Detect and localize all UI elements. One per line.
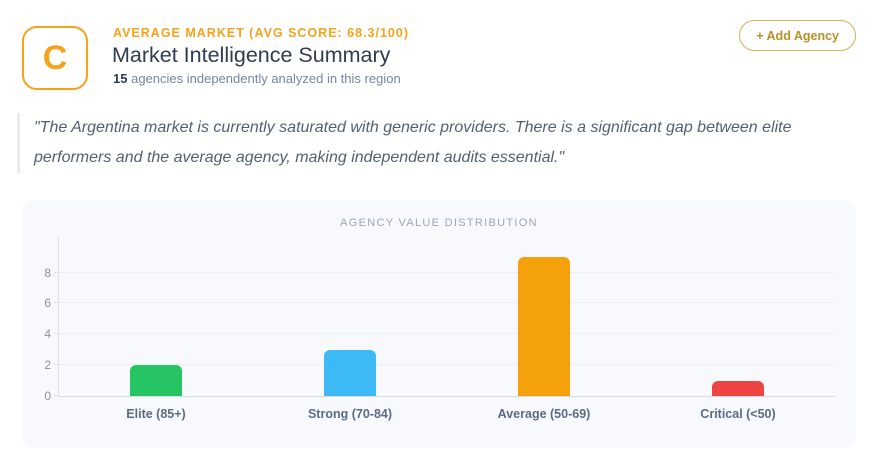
- bar-elite-85[interactable]: [130, 365, 182, 396]
- agency-count-text: agencies independently analyzed in this …: [131, 71, 401, 86]
- gridline-4: [59, 333, 835, 335]
- tick-notch-8: [54, 271, 59, 273]
- agency-distribution-chart-panel: AGENCY VALUE DISTRIBUTION 0 2 4 6 8 Elite (85…: [22, 200, 856, 448]
- y-tick-label-6: 6: [44, 296, 51, 311]
- y-tick-label-0: 0: [44, 389, 51, 403]
- tick-notch-0: [54, 395, 59, 396]
- bar-critical-50[interactable]: [712, 380, 764, 396]
- bar-column-strong-70-84: [253, 237, 447, 396]
- bar-chart-plot-area: 0 2 4 6 8 Elite (85+) Strong (70-84) Average (5…: [44, 237, 835, 421]
- category-label-strong-70-84: Strong (70-84): [307, 407, 393, 421]
- category-label-critical-50: Critical (<50): [700, 407, 776, 421]
- gridline-8: [59, 271, 835, 273]
- y-tick-label-4: 4: [44, 327, 51, 342]
- category-label-average-50-69: Average (50-69): [497, 407, 591, 421]
- chart-title: AGENCY VALUE DISTRIBUTION: [340, 217, 538, 229]
- bar-average-50-69[interactable]: [518, 257, 570, 396]
- page-title: Market Intelligence Summary: [112, 43, 391, 67]
- tick-notch-6: [54, 302, 59, 304]
- tick-notch-4: [54, 333, 59, 335]
- market-score-eyebrow: AVERAGE MARKET (AVG SCORE: 68.3/100): [113, 26, 410, 40]
- gridline-2: [59, 364, 835, 366]
- gridline-6: [59, 302, 835, 304]
- y-tick-label-2: 2: [44, 358, 51, 373]
- add-agency-button[interactable]: + Add Agency: [739, 20, 856, 51]
- y-tick-label-8: 8: [44, 265, 51, 280]
- logo-letter: C: [42, 39, 68, 77]
- agency-count-subtitle: 15 agencies independently analyzed in th…: [113, 71, 401, 86]
- market-quote: "The Argentina market is currently satur…: [17, 113, 851, 173]
- agency-count: 15: [113, 71, 128, 86]
- bar-column-critical-50: [641, 237, 835, 396]
- category-label-elite-85: Elite (85+): [126, 407, 186, 421]
- company-logo: C: [22, 26, 88, 90]
- bar-strong-70-84[interactable]: [324, 349, 376, 396]
- bar-column-elite-85: [59, 237, 253, 396]
- bar-column-average-50-69: [447, 237, 641, 396]
- tick-notch-2: [54, 364, 59, 366]
